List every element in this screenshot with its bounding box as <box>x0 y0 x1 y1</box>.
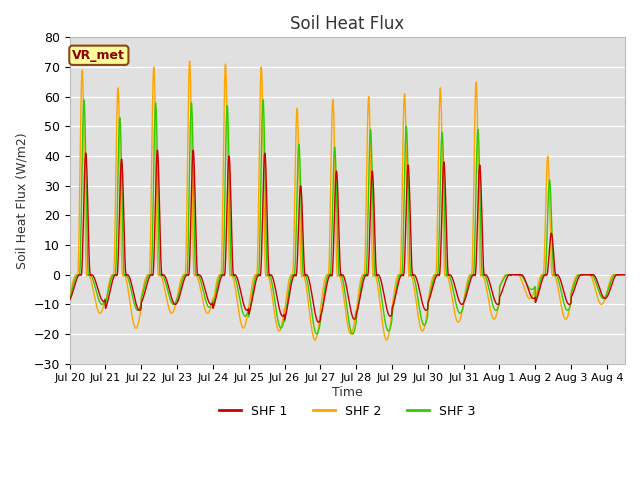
Title: Soil Heat Flux: Soil Heat Flux <box>290 15 404 33</box>
Y-axis label: Soil Heat Flux (W/m2): Soil Heat Flux (W/m2) <box>15 132 28 269</box>
X-axis label: Time: Time <box>332 386 363 399</box>
Text: VR_met: VR_met <box>72 49 125 62</box>
Legend: SHF 1, SHF 2, SHF 3: SHF 1, SHF 2, SHF 3 <box>214 400 481 423</box>
